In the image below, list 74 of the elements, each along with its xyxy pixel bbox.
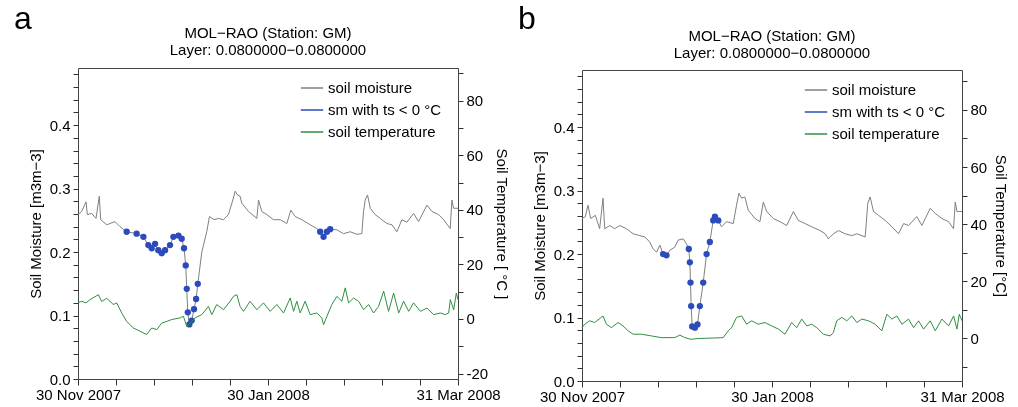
- point: [711, 213, 719, 220]
- point: [178, 235, 185, 242]
- y2-tick-label: 80: [466, 92, 484, 110]
- x-tick-label: 30 Nov 2007: [35, 385, 122, 403]
- line-series: [77, 287, 459, 336]
- point: [190, 306, 198, 313]
- y-tick-label: 0.3: [49, 180, 71, 198]
- y2-axis-title: Soil Temperature [ °C ]: [494, 148, 512, 300]
- y-tick-label: 0.2: [553, 245, 575, 263]
- legend-label: soil moisture: [832, 81, 917, 98]
- point: [320, 233, 327, 240]
- legend-label: sm with ts < 0 °C: [832, 103, 946, 120]
- y2-tick-label: 80: [970, 101, 988, 119]
- legend-label: sm with ts < 0 °C: [328, 101, 442, 118]
- legend-label: soil moisture: [328, 79, 413, 96]
- y2-axis-title: Soil Temperature [°C]: [993, 154, 1011, 298]
- y2-tick-label: 60: [466, 146, 484, 164]
- point: [700, 279, 707, 286]
- y-tick-label: 0.0: [49, 370, 71, 388]
- point: [148, 245, 155, 252]
- point: [184, 309, 191, 316]
- y-tick-label: 0.1: [553, 309, 575, 327]
- point: [317, 228, 324, 235]
- point: [180, 245, 188, 252]
- legend-label: soil temperature: [832, 125, 940, 142]
- text: b: [518, 0, 536, 36]
- point: [706, 238, 713, 246]
- x-tick-label: 31 Mar 2008: [920, 387, 1005, 405]
- point: [140, 233, 147, 240]
- y-tick-label: 0.3: [553, 182, 575, 200]
- point: [685, 245, 692, 253]
- point: [123, 228, 130, 235]
- point: [133, 230, 140, 237]
- y2-tick-label: 40: [466, 201, 484, 219]
- point: [182, 262, 189, 269]
- point: [161, 247, 169, 254]
- point: [166, 241, 174, 249]
- chart-subtitle: Layer: 0.0800000−0.0800000: [169, 41, 367, 59]
- x-tick-label: 31 Mar 2008: [416, 385, 501, 403]
- y-tick-label: 0.0: [553, 372, 575, 390]
- point: [703, 250, 710, 258]
- x-tick-label: 30 Nov 2007: [539, 387, 626, 405]
- chart-subtitle: Layer: 0.0800000−0.0800000: [673, 44, 871, 62]
- point: [696, 302, 703, 310]
- x-tick-label: 30 Jan 2008: [227, 385, 310, 403]
- y-axis-title: Soil Moisture [m3m−3]: [530, 151, 548, 301]
- point: [686, 259, 694, 266]
- point: [192, 295, 200, 303]
- point: [687, 279, 694, 286]
- point: [194, 280, 201, 287]
- point: [687, 302, 695, 310]
- y2-tick-label: 20: [466, 255, 484, 273]
- y-tick-label: 0.4: [553, 118, 575, 136]
- y-tick-label: 0.1: [49, 307, 71, 325]
- y2-tick-label: 0: [466, 310, 475, 328]
- y-axis-title: Soil Moisture [m3m−3]: [26, 149, 44, 299]
- y2-tick-label: 20: [970, 272, 988, 290]
- y2-tick-label: 60: [970, 158, 988, 176]
- y2-tick-label: 0: [970, 329, 979, 347]
- point: [663, 252, 670, 259]
- y-tick-label: 0.2: [49, 243, 71, 261]
- chart-title: MOL−RAO (Station: GM): [184, 24, 352, 42]
- y2-tick-label: -20: [466, 365, 489, 383]
- text: a: [14, 0, 32, 36]
- y2-tick-label: 40: [970, 215, 988, 233]
- point: [327, 226, 334, 233]
- point: [151, 240, 159, 247]
- x-tick-label: 30 Jan 2008: [731, 387, 814, 405]
- point: [715, 217, 722, 224]
- y-tick-label: 0.4: [49, 116, 71, 134]
- point: [183, 285, 190, 293]
- chart-title: MOL−RAO (Station: GM): [688, 27, 856, 45]
- line-series: [581, 313, 963, 340]
- legend-label: soil temperature: [328, 123, 436, 140]
